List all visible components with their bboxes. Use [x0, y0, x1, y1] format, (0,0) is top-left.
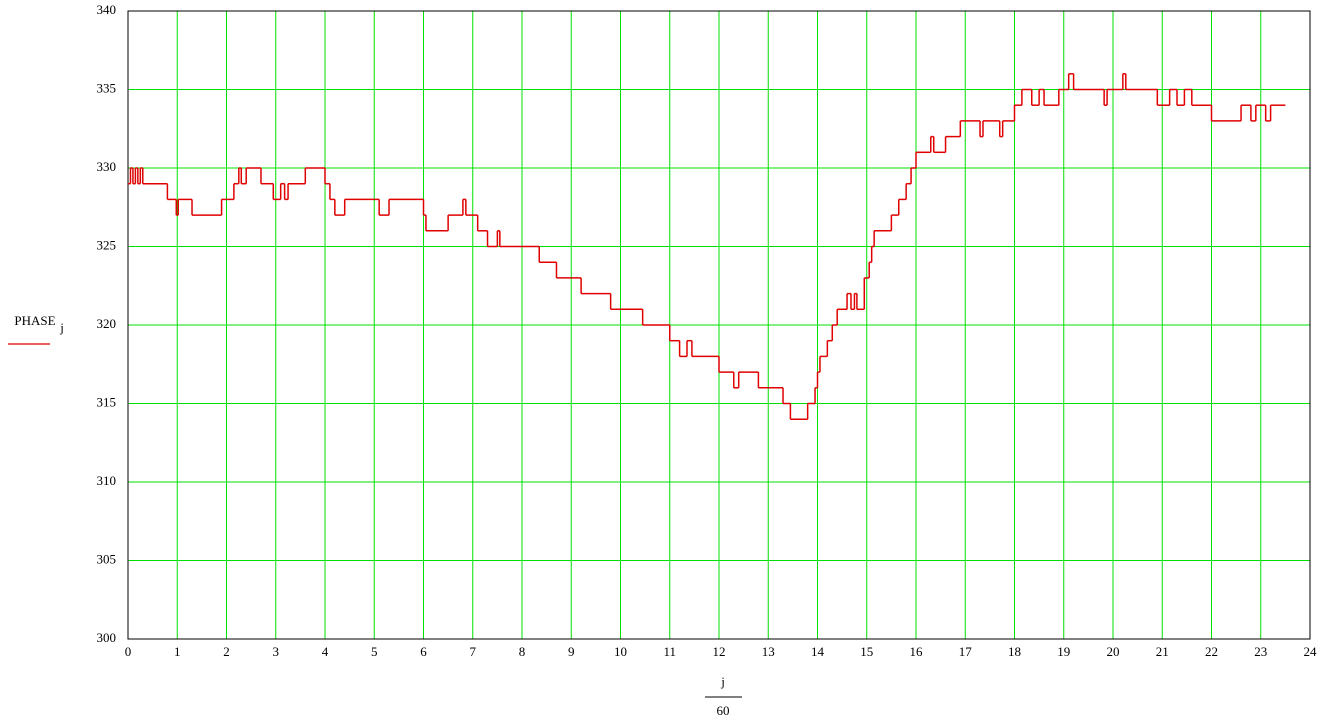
x-tick-label: 11: [663, 644, 676, 659]
x-axis-label-numerator: j: [720, 674, 725, 689]
x-tick-label: 10: [614, 644, 627, 659]
y-tick-label: 320: [97, 316, 117, 331]
y-axis-label: PHASE: [14, 313, 55, 328]
y-tick-label: 300: [97, 630, 117, 645]
y-tick-label: 330: [97, 159, 117, 174]
x-tick-label: 6: [420, 644, 427, 659]
x-tick-label: 24: [1304, 644, 1318, 659]
x-tick-label: 17: [959, 644, 973, 659]
x-tick-label: 5: [371, 644, 378, 659]
x-tick-label: 19: [1057, 644, 1070, 659]
x-tick-label: 13: [762, 644, 775, 659]
x-axis-label-denominator: 60: [717, 703, 730, 718]
x-tick-label: 1: [174, 644, 181, 659]
x-tick-label: 7: [470, 644, 477, 659]
y-tick-label: 310: [97, 473, 117, 488]
x-tick-label: 14: [811, 644, 825, 659]
plot-frame: [127, 10, 1311, 640]
x-tick-label: 2: [223, 644, 230, 659]
x-tick-label: 9: [568, 644, 575, 659]
y-tick-label: 305: [97, 551, 117, 566]
x-tick-label: 20: [1107, 644, 1120, 659]
y-tick-label: 335: [97, 80, 117, 95]
x-tick-label: 8: [519, 644, 526, 659]
x-tick-label: 15: [860, 644, 873, 659]
y-tick-label: 325: [97, 237, 117, 252]
x-tick-label: 22: [1205, 644, 1218, 659]
y-tick-label: 340: [97, 2, 117, 17]
y-axis-label-subscript: j: [59, 320, 64, 335]
x-tick-label: 23: [1254, 644, 1267, 659]
x-tick-label: 12: [713, 644, 726, 659]
y-tick-label: 315: [97, 394, 117, 409]
x-tick-label: 18: [1008, 644, 1021, 659]
x-tick-label: 21: [1156, 644, 1169, 659]
x-tick-label: 16: [910, 644, 924, 659]
x-tick-label: 4: [322, 644, 329, 659]
x-tick-label: 0: [125, 644, 132, 659]
x-tick-label: 3: [273, 644, 280, 659]
